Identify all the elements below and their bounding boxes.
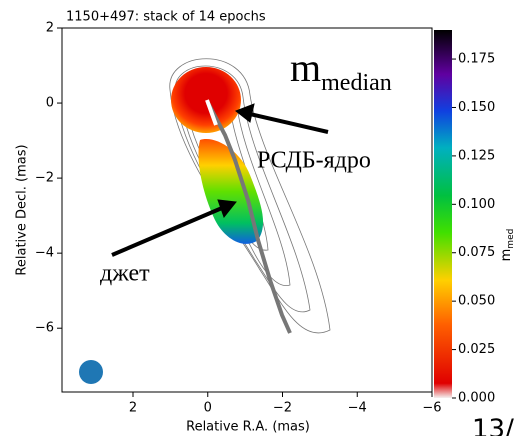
colorbar-tick-label: 0.100 — [458, 197, 495, 212]
colorbar-tick-label: 0.175 — [458, 52, 495, 67]
chart-title: 1150+497: stack of 14 epochs — [66, 10, 266, 25]
y-tick-label: 0 — [46, 96, 54, 111]
x-tick-label: −6 — [422, 401, 441, 416]
x-tick-label: −4 — [348, 401, 367, 416]
y-tick-label: 2 — [46, 21, 54, 36]
colorbar-tick-label: 0.000 — [458, 391, 495, 406]
colorbar-label-sub: med — [506, 229, 516, 249]
colorbar-label-main: m — [499, 249, 514, 262]
beam — [79, 360, 103, 384]
jet-annotation: джет — [100, 261, 150, 287]
m-annotation-sub: median — [321, 70, 392, 96]
y-tick-label: −4 — [35, 246, 54, 261]
x-axis-label: Relative R.A. (mas) — [186, 420, 310, 435]
chart: 1150+497: stack of 14 epochs Relative R.… — [0, 0, 523, 436]
x-tick-label: 2 — [129, 401, 137, 416]
colorbar — [434, 30, 452, 398]
y-axis-label: Relative Decl. (mas) — [15, 144, 30, 275]
page-number: 13/ — [472, 415, 514, 436]
colorbar-tick-label: 0.075 — [458, 245, 495, 260]
colorbar-tick-label: 0.150 — [458, 100, 495, 115]
colorbar-tick-label: 0.025 — [458, 342, 495, 357]
x-tick-label: 0 — [204, 401, 212, 416]
colorbar-label: mmed — [499, 229, 516, 262]
core-annotation: РСДБ-ядро — [257, 148, 371, 174]
y-tick-label: −2 — [35, 171, 54, 186]
colorbar-tick-label: 0.125 — [458, 148, 495, 163]
colorbar-tick-label: 0.050 — [458, 294, 495, 309]
x-tick-label: −2 — [273, 401, 292, 416]
y-tick-label: −6 — [35, 321, 54, 336]
m-annotation-main: m — [290, 45, 321, 90]
